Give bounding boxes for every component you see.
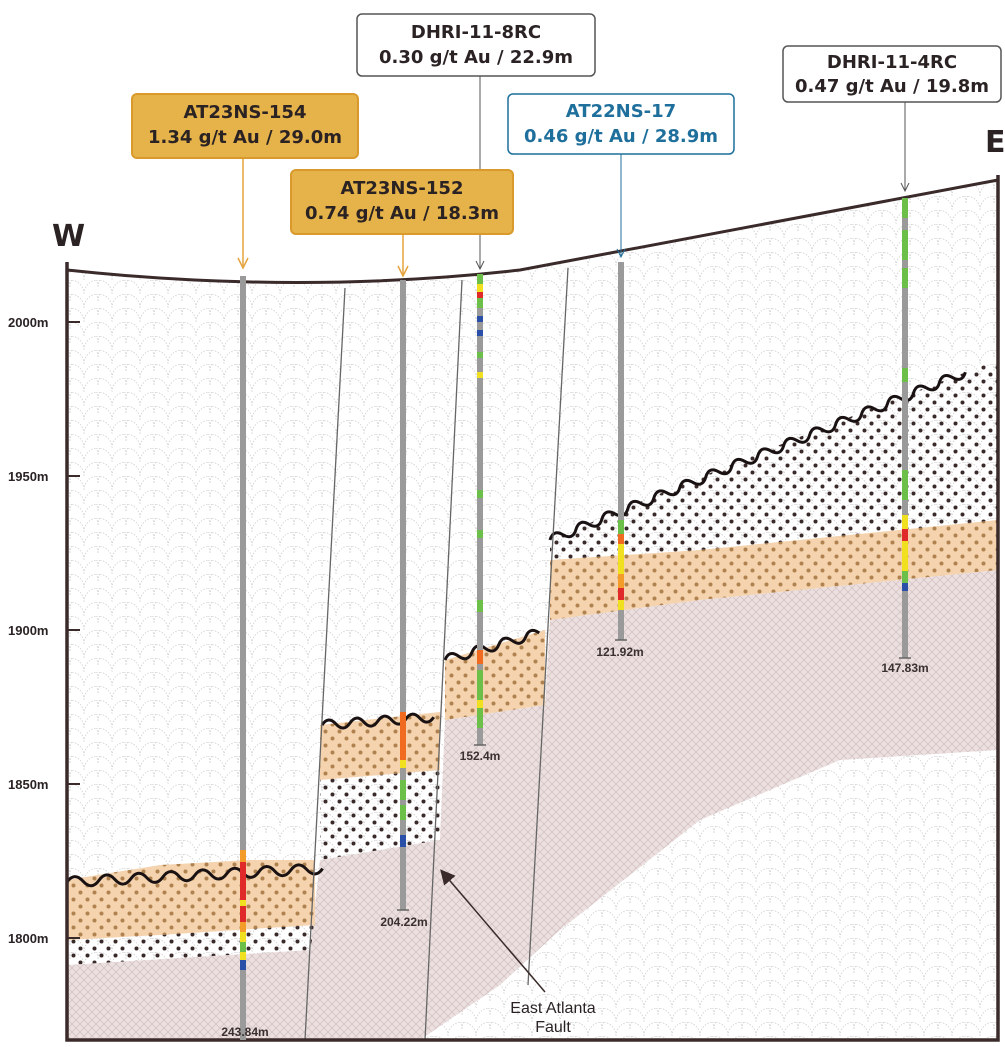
callout-grade: 1.34 g/t Au / 29.0m bbox=[148, 127, 342, 148]
section-frame bbox=[65, 175, 1000, 1042]
end-depth-label: 243.84m bbox=[221, 1025, 268, 1039]
callout-dhri-11-4rc: DHRI-11-4RC 0.47 g/t Au / 19.8m bbox=[782, 45, 1002, 103]
fault-arrow bbox=[440, 869, 546, 993]
bedrock-layer bbox=[67, 570, 998, 1040]
drillhole-dhri-11-8rc bbox=[474, 274, 486, 746]
callout-title: AT23NS-152 bbox=[341, 178, 464, 199]
unconformity-block-1 bbox=[65, 863, 324, 888]
callout-grade: 0.30 g/t Au / 22.9m bbox=[379, 47, 573, 68]
fault-lines bbox=[304, 267, 569, 1041]
drillhole-at22ns-17 bbox=[615, 262, 627, 641]
callout-grade: 0.47 g/t Au / 19.8m bbox=[795, 76, 989, 97]
callout-grade: 0.74 g/t Au / 18.3m bbox=[305, 203, 499, 224]
overburden-layer bbox=[67, 180, 998, 1040]
elevation-label: 1800m bbox=[8, 931, 48, 946]
dotted-layer-block-4 bbox=[550, 360, 998, 560]
elevation-label: 1850m bbox=[8, 777, 48, 792]
elevation-label: 1900m bbox=[8, 623, 48, 638]
ore-zone-block-2 bbox=[320, 712, 440, 780]
fault-label-line2: Fault bbox=[535, 1019, 571, 1036]
callout-at23ns-152: AT23NS-152 0.74 g/t Au / 18.3m bbox=[290, 169, 514, 235]
callout-grade: 0.46 g/t Au / 28.9m bbox=[524, 126, 718, 147]
elevation-axis: 2000m 1950m 1900m 1850m 1800m bbox=[8, 315, 80, 946]
unconformity-block-2 bbox=[320, 712, 435, 730]
fault-label-line1: East Atlanta bbox=[510, 1000, 595, 1017]
callout-at22ns-17: AT22NS-17 0.46 g/t Au / 28.9m bbox=[507, 93, 735, 155]
drillhole-at23ns-152 bbox=[397, 280, 409, 911]
ore-zone-block-4 bbox=[550, 520, 998, 620]
callout-title: DHRI-11-8RC bbox=[411, 22, 541, 43]
callout-title: AT23NS-154 bbox=[184, 102, 307, 123]
drillhole-dhri-11-4rc bbox=[899, 198, 911, 659]
elevation-label: 2000m bbox=[8, 315, 48, 330]
end-depth-label: 152.4m bbox=[460, 749, 501, 763]
unconformity-block-3 bbox=[443, 628, 541, 661]
dotted-layer-block-1 bbox=[67, 925, 315, 965]
ore-zone-block-3 bbox=[445, 630, 545, 720]
callout-title: AT22NS-17 bbox=[566, 101, 676, 122]
end-depth-label: 147.83m bbox=[881, 661, 928, 675]
dotted-layer-block-2 bbox=[320, 770, 440, 860]
end-depth-label: 204.22m bbox=[380, 915, 427, 929]
surface-line bbox=[66, 178, 999, 284]
direction-west: W bbox=[52, 219, 85, 254]
callout-title: DHRI-11-4RC bbox=[827, 52, 957, 73]
end-depth-label: 121.92m bbox=[596, 645, 643, 659]
callout-at23ns-154: AT23NS-154 1.34 g/t Au / 29.0m bbox=[131, 93, 359, 159]
callout-dhri-11-8rc: DHRI-11-8RC 0.30 g/t Au / 22.9m bbox=[356, 13, 596, 77]
elevation-label: 1950m bbox=[8, 469, 48, 484]
direction-east: E bbox=[985, 125, 1005, 160]
drillhole-at23ns-154 bbox=[240, 276, 246, 1040]
